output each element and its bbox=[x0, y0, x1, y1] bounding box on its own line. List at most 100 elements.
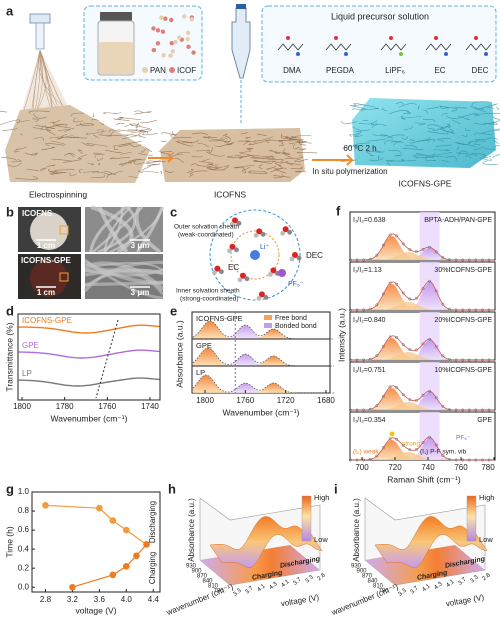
fiber bbox=[61, 134, 80, 138]
fiber bbox=[385, 158, 405, 162]
label: BPTA-ADH/PAN-GPE bbox=[424, 217, 492, 224]
fiber bbox=[401, 116, 422, 120]
fiber-mat bbox=[352, 98, 496, 168]
plot-frame bbox=[17, 313, 161, 401]
fiber bbox=[491, 154, 500, 159]
raman-point bbox=[448, 408, 451, 411]
fiber bbox=[470, 105, 485, 110]
fiber bbox=[245, 136, 251, 139]
fiber bbox=[474, 133, 476, 135]
particle bbox=[189, 17, 195, 22]
fiber bbox=[371, 124, 387, 129]
panel-letter: e bbox=[170, 303, 177, 318]
label: EC bbox=[228, 263, 239, 272]
raman-point bbox=[467, 408, 471, 412]
ftir-curve bbox=[18, 377, 160, 387]
fiber bbox=[445, 116, 462, 119]
label: 20%ICOFNS-GPE bbox=[434, 317, 492, 324]
fiber bbox=[236, 154, 253, 158]
fiber bbox=[299, 159, 309, 162]
fiber bbox=[454, 106, 467, 109]
label: 30%ICOFNS-GPE bbox=[434, 267, 492, 274]
fiber bbox=[425, 159, 436, 162]
atom bbox=[344, 52, 348, 56]
fiber bbox=[70, 112, 84, 117]
x-tick-label: 4.0 bbox=[121, 595, 133, 604]
peak-fill bbox=[350, 452, 494, 460]
fiber bbox=[128, 159, 143, 162]
solvent-atom bbox=[237, 277, 243, 283]
atom bbox=[389, 36, 393, 40]
raman-point bbox=[408, 398, 412, 402]
zoom-box bbox=[59, 225, 69, 235]
fiber bbox=[28, 110, 50, 114]
peak-fill bbox=[350, 248, 494, 260]
fiber bbox=[466, 155, 472, 159]
fiber bbox=[133, 111, 152, 115]
fiber bbox=[51, 158, 72, 162]
panel-letter: c bbox=[170, 204, 177, 219]
fiber bbox=[415, 152, 436, 156]
raman-point bbox=[388, 335, 392, 339]
fiber bbox=[80, 122, 95, 126]
fiber bbox=[443, 128, 454, 133]
fiber bbox=[64, 153, 76, 156]
fiber bbox=[267, 158, 284, 163]
panel-letter: a bbox=[6, 3, 14, 18]
arrow bbox=[312, 154, 355, 166]
fiber bbox=[91, 118, 99, 122]
raman-point bbox=[454, 358, 458, 362]
fiber bbox=[207, 166, 223, 170]
fiber bbox=[493, 139, 499, 145]
fiber bbox=[160, 140, 167, 142]
fiber bbox=[381, 108, 388, 112]
solvent-atom bbox=[227, 248, 232, 254]
atom bbox=[434, 36, 438, 40]
vial-solution bbox=[99, 42, 133, 74]
sem-fiber bbox=[103, 206, 132, 253]
axis-label: Transmittance (%) bbox=[4, 322, 14, 391]
x-tick-label: 780 bbox=[481, 463, 495, 472]
fiber bbox=[218, 142, 235, 148]
fiber bbox=[208, 147, 214, 153]
vial-cap bbox=[100, 12, 132, 21]
fiber bbox=[426, 106, 440, 110]
fiber bbox=[395, 102, 404, 105]
fiber bbox=[35, 125, 55, 129]
panel-letter: g bbox=[6, 481, 14, 496]
fiber bbox=[252, 160, 277, 163]
raman-point bbox=[474, 458, 478, 462]
x-tick-label: 720 bbox=[388, 463, 402, 472]
fiber bbox=[26, 169, 39, 171]
fiber bbox=[142, 133, 158, 136]
particle bbox=[185, 36, 190, 42]
sem-fiber bbox=[92, 206, 144, 253]
axis-label: wavenumber (cm⁻¹) bbox=[329, 582, 399, 617]
molecule bbox=[325, 43, 352, 51]
peak-fill bbox=[350, 282, 494, 310]
fiber bbox=[50, 140, 66, 145]
raman-point bbox=[408, 248, 412, 252]
solvent-atom bbox=[296, 255, 302, 261]
label: ICOFNS bbox=[22, 209, 53, 218]
raman-point bbox=[349, 308, 352, 312]
fiber bbox=[189, 170, 208, 175]
fiber bbox=[481, 146, 495, 151]
fiber bbox=[492, 116, 500, 120]
fiber bbox=[353, 103, 376, 108]
x-tick-label: 780 bbox=[213, 589, 224, 595]
label: GPE bbox=[196, 341, 212, 350]
raman-point bbox=[428, 279, 432, 283]
fiber bbox=[474, 138, 491, 141]
fiber bbox=[208, 167, 225, 171]
raman-point bbox=[441, 454, 445, 457]
legend-swatch bbox=[264, 323, 272, 328]
raman-point bbox=[441, 302, 445, 306]
label: ICOFNS-GPE bbox=[399, 178, 452, 188]
y-tick-label: 4.1 bbox=[256, 583, 267, 593]
raman-point bbox=[421, 393, 425, 397]
raman-point bbox=[441, 354, 445, 358]
fiber bbox=[439, 106, 447, 109]
raman-point bbox=[415, 296, 418, 300]
legend-pan bbox=[142, 67, 148, 73]
